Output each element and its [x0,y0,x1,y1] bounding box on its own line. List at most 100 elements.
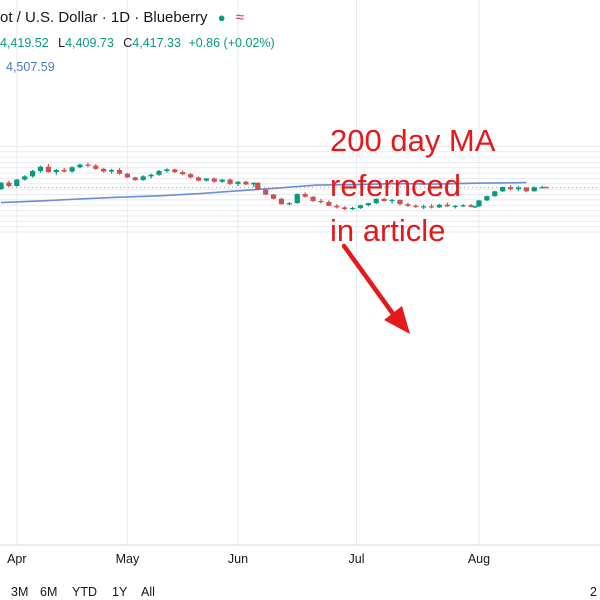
candle-52 [405,202,411,207]
candle-body [357,205,364,208]
candle-50 [389,198,395,204]
candle-body [116,169,123,174]
candle-body [476,200,482,207]
candle-body [507,187,514,190]
candle-68 [523,187,529,193]
range-button-ytd[interactable]: YTD [72,585,97,599]
candle-38 [294,193,300,204]
candle-body [428,206,435,208]
candle-body [30,171,36,177]
x-tick-aug: Aug [468,552,490,566]
candle-28 [219,179,225,183]
candle-43 [334,204,340,209]
candle-body [326,202,332,206]
symbol-title[interactable]: ot / U.S. Dollar · 1D · Blueberry [0,9,208,26]
arrow-shaft [341,243,399,321]
ma200-line [0,181,527,204]
candle-body [365,203,371,206]
annotation-line-3: in article [330,213,446,248]
candle-3 [22,175,28,181]
candle-body [405,204,411,206]
x-tick-may: May [116,552,140,566]
candle-body [219,179,225,182]
candle-body [6,182,12,186]
candle-30 [235,181,241,186]
candle-22 [172,168,178,174]
candle-body [334,205,340,208]
ohlc-change-value: +0.86 (+0.02%) [188,36,275,50]
x-tick-apr: Apr [7,552,26,566]
candle-body [500,187,506,192]
candle-24 [188,172,194,179]
candle-body [37,166,44,172]
candle-69 [531,186,537,192]
candle-body [180,172,186,175]
candle-61 [472,205,478,208]
candle-36 [278,197,285,205]
annotation-arrow [341,243,410,334]
candle-20 [156,169,162,176]
candle-46 [357,204,364,209]
candle-body [235,181,241,184]
candle-47 [365,202,371,207]
candle-body [523,187,529,192]
candle-26 [203,177,209,182]
annotation-text: 200 day MA refernced in article [330,118,495,253]
ohlc-low-label: L [58,36,66,50]
candle-body [543,187,549,189]
candle-body [124,173,130,178]
candle-48 [373,198,379,205]
symbol-title-row: ot / U.S. Dollar · 1D · Blueberry ● ≈ [0,9,244,26]
candle-body [140,176,146,181]
candle-2 [14,179,20,187]
candle-29 [227,178,233,185]
candle-body [460,205,466,207]
candle-70 [539,185,545,189]
candle-34 [263,189,269,196]
x-axis: Apr May Jun Jul Aug [7,552,490,566]
candle-62 [476,199,482,207]
candle-58 [452,205,458,209]
x-tick-jul: Jul [349,552,365,566]
candle-body [132,177,138,181]
candle-body [109,169,115,172]
candle-12 [93,164,99,170]
candle-body [172,169,178,173]
arrow-head [384,306,410,334]
candle-body [263,189,269,195]
candle-body [0,182,4,190]
candle-16 [124,172,130,178]
ma-legend-value[interactable]: 4,507.59 [6,60,55,74]
candle-body [294,194,300,204]
candle-5 [37,165,44,173]
candle-11 [85,162,91,168]
ohlc-low-value: 4,409.73 [65,36,114,50]
candle-body [203,178,209,181]
candle-56 [436,203,443,208]
candle-4 [30,169,36,178]
range-button-3m[interactable]: 3M [11,585,29,599]
candle-66 [507,184,514,191]
range-button-6m[interactable]: 6M [40,585,58,599]
range-button-1y[interactable]: 1Y [112,585,128,599]
candle-40 [310,196,316,203]
candle-51 [397,199,403,206]
candle-body [318,200,324,203]
ohlc-open-value: 4,419.52 [0,36,49,50]
candle-body [270,194,277,199]
candle-63 [484,195,490,201]
data-wave-icon[interactable]: ≈ [235,9,244,26]
candle-body [156,171,162,175]
candle-body [188,174,194,178]
candle-44 [342,206,348,211]
candle-body [436,204,443,208]
range-button-all[interactable]: All [141,585,155,599]
candle-25 [195,176,202,182]
candle-23 [180,170,186,176]
candle-19 [148,173,154,179]
candle-60 [468,203,474,208]
candle-67 [515,185,522,192]
candle-7 [53,168,59,175]
candle-body [381,198,387,201]
